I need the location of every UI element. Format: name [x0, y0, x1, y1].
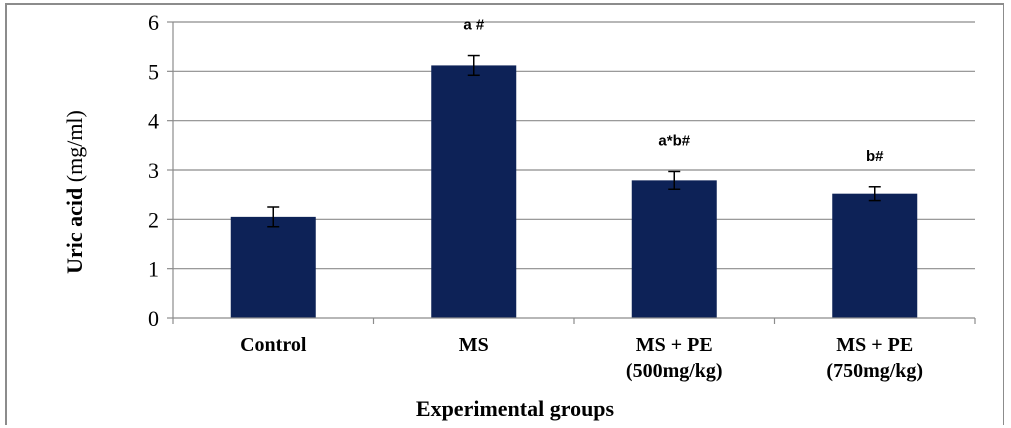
significance-label: a*b#: [658, 132, 690, 149]
bar: [631, 180, 717, 318]
bar: [832, 193, 918, 318]
x-category-labels: Control MS MS + PE (500mg/kg) MS + PE (750mg/…: [240, 334, 923, 382]
x-category-label: MS + PE: [636, 334, 713, 356]
y-tick-label: 4: [148, 109, 159, 134]
y-axis-title-bold: Uric acid: [62, 188, 87, 274]
y-tick-labels: 0 1 2 3 4 5 6: [148, 10, 159, 331]
x-category-label: MS: [459, 334, 489, 356]
y-tick-label: 5: [148, 59, 159, 84]
significance-label: a #: [463, 17, 485, 34]
x-category-label: Control: [240, 334, 307, 356]
significance-label: b#: [866, 148, 884, 165]
y-tick-label: 3: [148, 158, 159, 183]
x-category-label: MS + PE: [836, 334, 913, 356]
y-tick-label: 0: [148, 306, 159, 331]
y-tick-label: 6: [148, 10, 159, 35]
y-tick-label: 1: [148, 257, 159, 282]
bar: [230, 216, 316, 318]
y-axis-title-units: (mg/ml): [62, 110, 87, 188]
x-category-label: (500mg/kg): [626, 360, 723, 382]
bars: a # a*b# b#: [230, 17, 918, 318]
x-category-label: (750mg/kg): [826, 360, 923, 382]
x-axis-title: Experimental groups: [416, 396, 615, 421]
y-tick-label: 2: [148, 207, 159, 232]
y-axis-title: Uric acid (mg/ml): [62, 110, 87, 274]
bar: [431, 65, 517, 318]
